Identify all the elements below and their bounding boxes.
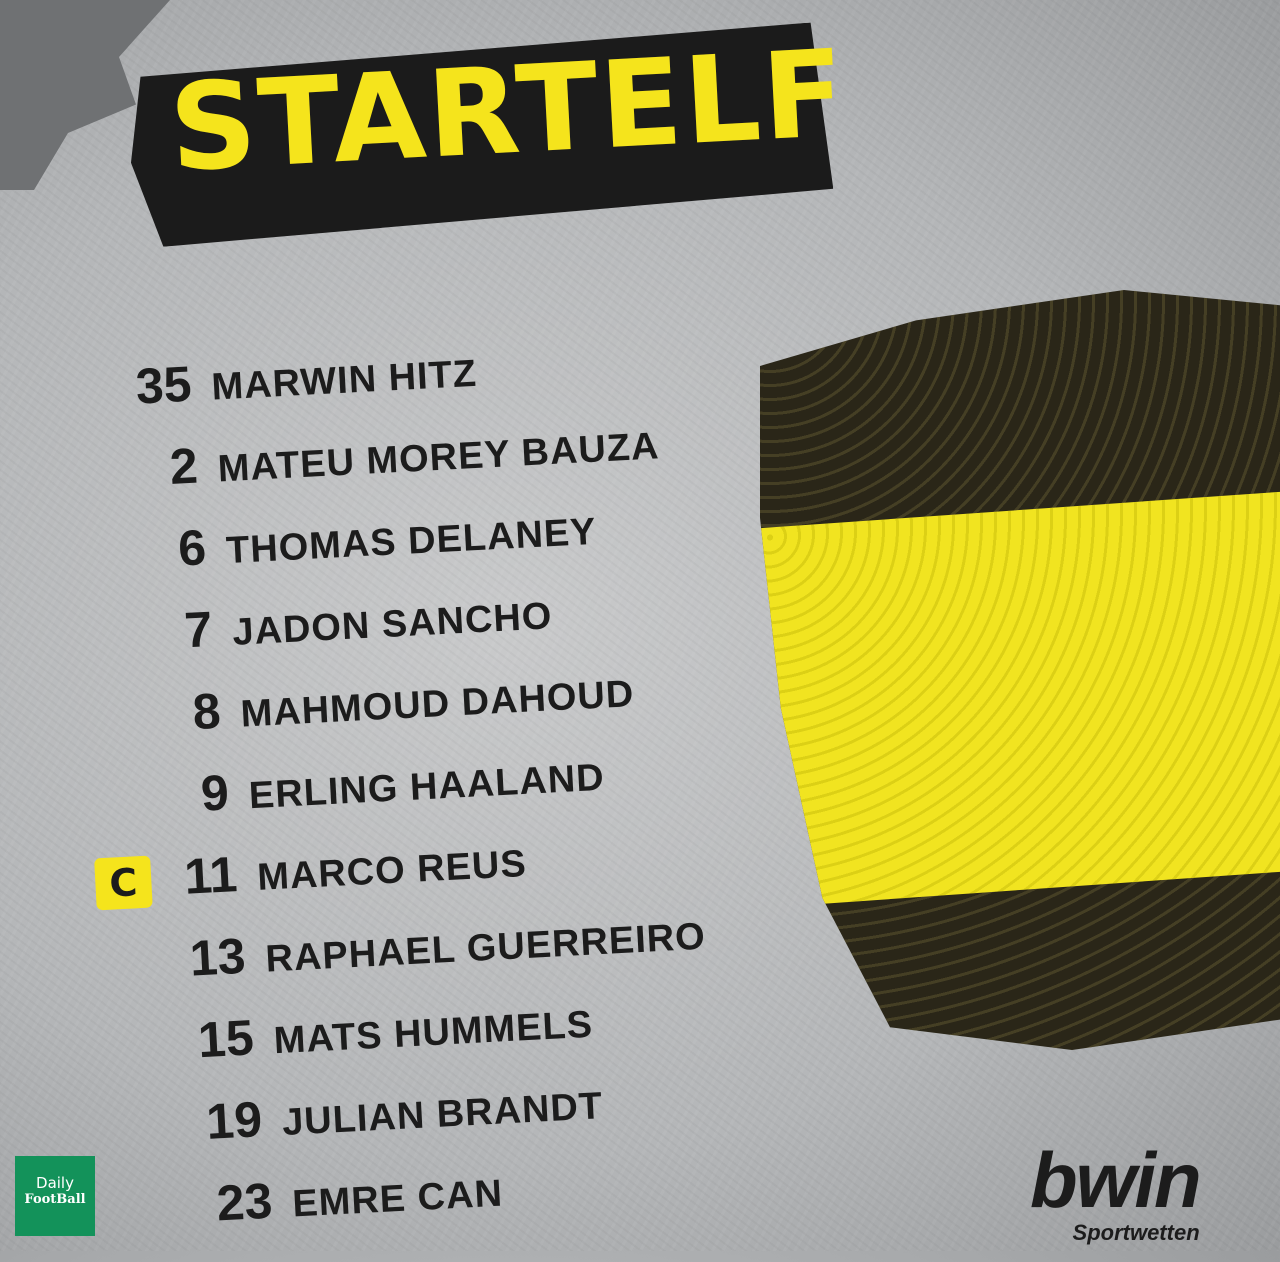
bwin-brand: bwin — [1030, 1136, 1202, 1224]
player-number: 6 — [176, 519, 208, 577]
player-name: EMRE CAN — [291, 1172, 504, 1226]
watermark-line2: FootBall — [24, 1192, 86, 1207]
player-name: JADON SANCHO — [231, 595, 554, 654]
player-number: 23 — [215, 1172, 274, 1232]
player-number: 7 — [183, 601, 214, 659]
player-number: 19 — [204, 1091, 264, 1150]
jersey-yellow-stripe — [760, 491, 1280, 909]
player-name: MAHMOUD DAHOUD — [239, 673, 636, 736]
player-name: THOMAS DELANEY — [225, 510, 598, 573]
player-number: 15 — [196, 1009, 256, 1069]
player-name: ERLING HAALAND — [247, 756, 606, 818]
bwin-tagline: Sportwetten — [1072, 1220, 1200, 1245]
bwin-logo: bwin Sportwetten — [1030, 1136, 1202, 1246]
lineup-list: 35 MARWIN HITZ 2 MATEU MOREY BAUZA 6 THOMAS… — [90, 329, 721, 1260]
jersey-image — [760, 290, 1280, 1050]
daily-football-watermark: Daily FootBall — [15, 1156, 95, 1236]
player-name: JULIAN BRANDT — [281, 1085, 605, 1144]
watermark-line1: Daily — [36, 1174, 74, 1192]
player-name: MATEU MOREY BAUZA — [216, 425, 661, 491]
player-name: MARWIN HITZ — [210, 352, 479, 409]
player-name: MATS HUMMELS — [272, 1003, 595, 1063]
player-number: 13 — [188, 927, 247, 987]
player-number: 8 — [191, 682, 222, 741]
player-number: 9 — [199, 764, 231, 822]
player-number: 35 — [134, 355, 193, 415]
player-number: 2 — [168, 437, 200, 495]
player-name: RAPHAEL GUERREIRO — [264, 915, 707, 981]
captain-badge: C — [94, 855, 153, 911]
player-name: MARCO REUS — [256, 842, 528, 899]
